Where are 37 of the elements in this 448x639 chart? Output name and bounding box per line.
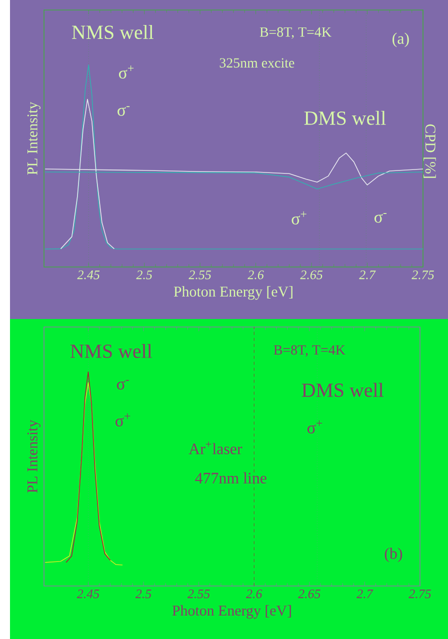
y-axis-title: PL Intensity [27,420,40,493]
annotation: (b) [384,548,402,562]
annotation: σ$^{-}$ [116,380,129,390]
annotation: 325nm excite [220,58,294,68]
text: NMS well [72,25,154,40]
text: B=8T, T=4K [274,345,346,357]
x-axis-title: Photon Energy [eV] [172,605,291,619]
x-tick-label: 2.5 [136,270,152,280]
y-axis-title: PL Intensity [27,102,40,175]
x-tick-label: 2.6 [246,590,262,598]
x-tick-label: 2.6 [248,270,264,280]
text: B=8T, T=4K [260,27,332,39]
annotation: σ$^{+}$ [307,420,322,434]
x-tick-label: 2.65 [300,270,322,280]
x-tick-label: 2.55 [188,270,212,280]
annotation: Ar$^{+}$laser [188,442,242,454]
annotation: σ$^{+}$ [116,413,130,426]
x-tick-label: 2.5 [135,590,152,598]
annotation: 477nm line [195,472,266,484]
x-tick-label: 2.75 [412,270,434,280]
annotation: DMS well [302,382,384,397]
x-tick-label: 2.75 [408,590,431,598]
x-axis-title: Photon Energy [eV] [174,286,292,300]
x-tick-label: 2.65 [298,590,320,598]
text: (a) [392,32,409,48]
x-tick-label: 2.45 [77,270,100,280]
y2-axis-title: CPD [%] [424,124,436,178]
x-tick-label: 2.45 [76,590,100,598]
x-tick-label: 2.7 [359,270,376,280]
annotation: σ$^{-}$ [118,106,130,116]
text: NMS well [70,344,152,358]
annotation: DMS well [304,110,386,125]
annotation: σ$^{-}$ [374,213,386,223]
x-tick-label: 2.55 [187,590,210,598]
annotation: σ$^{+}$ [292,211,306,224]
annotation: σ$^{+}$ [118,65,134,79]
x-tick-label: 2.7 [356,590,374,598]
